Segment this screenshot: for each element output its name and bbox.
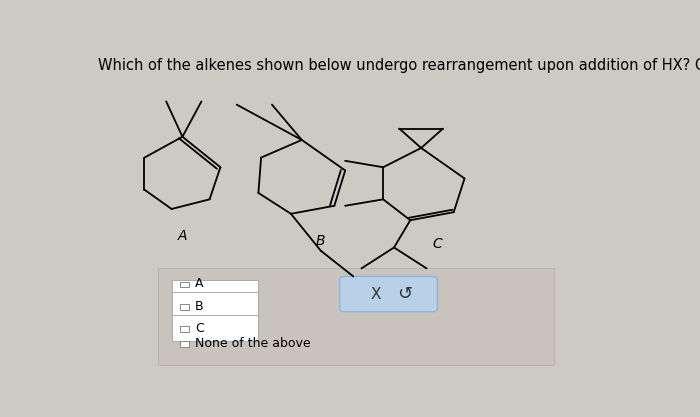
FancyBboxPatch shape (340, 276, 438, 312)
Bar (180, 304, 190, 310)
Text: C: C (433, 237, 442, 251)
Text: C: C (195, 322, 204, 335)
Bar (158, 269, 554, 365)
Text: B: B (195, 300, 204, 313)
Text: A: A (178, 229, 187, 243)
Text: A: A (195, 277, 204, 290)
Bar (172, 280, 258, 341)
Bar (180, 327, 190, 332)
Bar (180, 341, 190, 347)
Text: None of the above: None of the above (195, 337, 311, 350)
Text: B: B (316, 234, 326, 248)
Text: Which of the alkenes shown below undergo rearrangement upon addition of HX? Chec: Which of the alkenes shown below undergo… (98, 58, 700, 73)
Text: X: X (370, 286, 381, 301)
Text: ↺: ↺ (397, 285, 412, 303)
Bar (180, 281, 190, 287)
